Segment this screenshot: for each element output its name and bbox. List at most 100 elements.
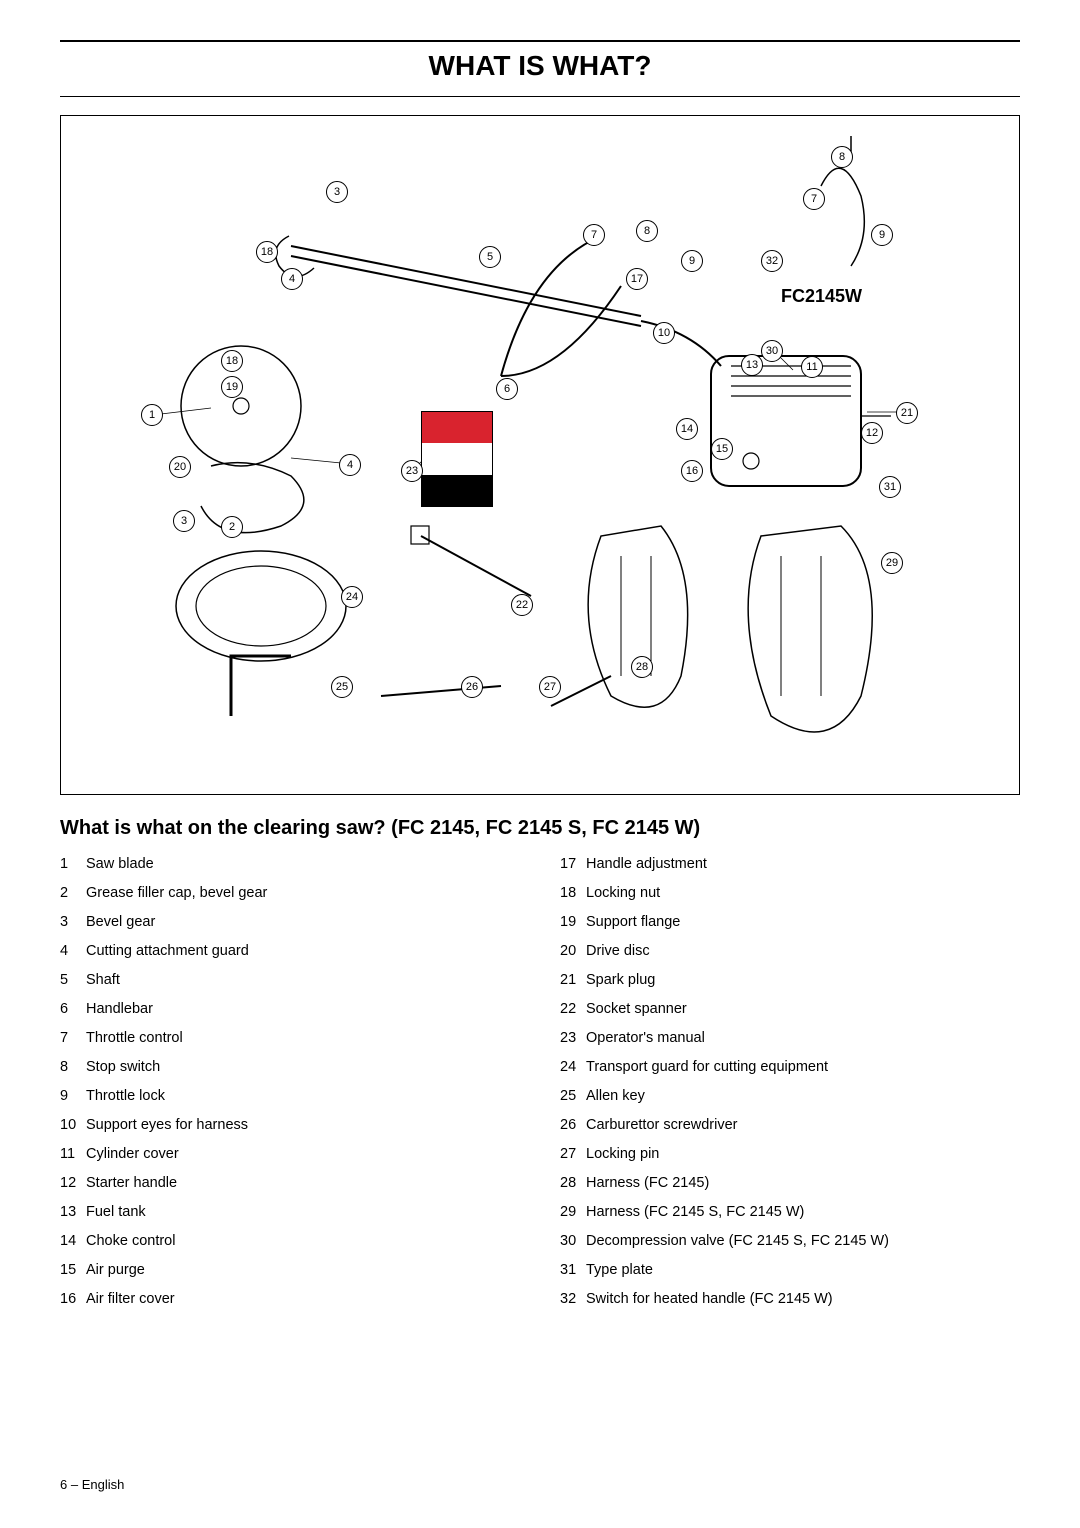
legend-label: Operator's manual [586, 1030, 1020, 1046]
callout-bubble: 32 [761, 250, 783, 272]
legend-row: 23Operator's manual [560, 1030, 1020, 1046]
legend-row: 1Saw blade [60, 856, 520, 872]
legend-row: 28Harness (FC 2145) [560, 1175, 1020, 1191]
top-rule [60, 40, 1020, 42]
legend-row: 18Locking nut [560, 885, 1020, 901]
legend-row: 20Drive disc [560, 943, 1020, 959]
callout-bubble: 14 [676, 418, 698, 440]
legend-num: 18 [560, 885, 586, 901]
legend-num: 29 [560, 1204, 586, 1220]
page-footer: 6 – English [60, 1477, 124, 1492]
callout-bubble: 5 [479, 246, 501, 268]
legend-row: 5Shaft [60, 972, 520, 988]
legend-num: 16 [60, 1291, 86, 1307]
legend-row: 24Transport guard for cutting equipment [560, 1059, 1020, 1075]
callout-bubble: 9 [871, 224, 893, 246]
legend-label: Locking nut [586, 885, 1020, 901]
callout-bubble: 4 [281, 268, 303, 290]
callout-bubble: 1 [141, 404, 163, 426]
legend-label: Handle adjustment [586, 856, 1020, 872]
callout-bubble: 8 [831, 146, 853, 168]
legend-label: Decompression valve (FC 2145 S, FC 2145 … [586, 1233, 1020, 1249]
legend-col-right: 17Handle adjustment18Locking nut19Suppor… [560, 856, 1020, 1320]
legend-label: Handlebar [86, 1001, 520, 1017]
callout-bubble: 15 [711, 438, 733, 460]
callout-bubble: 17 [626, 268, 648, 290]
legend-label: Harness (FC 2145) [586, 1175, 1020, 1191]
legend-num: 5 [60, 972, 86, 988]
callout-bubble: 26 [461, 676, 483, 698]
operators-manual-icon [421, 411, 493, 507]
legend-row: 21Spark plug [560, 972, 1020, 988]
legend-row: 16Air filter cover [60, 1291, 520, 1307]
legend-label: Spark plug [586, 972, 1020, 988]
legend-row: 7Throttle control [60, 1030, 520, 1046]
legend-label: Socket spanner [586, 1001, 1020, 1017]
legend-num: 24 [560, 1059, 586, 1075]
legend-num: 12 [60, 1175, 86, 1191]
diagram-frame: FC2145W 83778918593241710301813111961211… [60, 115, 1020, 795]
legend-col-left: 1Saw blade2Grease filler cap, bevel gear… [60, 856, 520, 1320]
footer-sep: – [67, 1477, 81, 1492]
legend-row: 32Switch for heated handle (FC 2145 W) [560, 1291, 1020, 1307]
page-title: WHAT IS WHAT? [60, 50, 1020, 82]
callout-bubble: 28 [631, 656, 653, 678]
legend-label: Saw blade [86, 856, 520, 872]
callout-bubble: 8 [636, 220, 658, 242]
legend-num: 17 [560, 856, 586, 872]
callout-bubble: 25 [331, 676, 353, 698]
callout-bubble: 13 [741, 354, 763, 376]
legend-num: 8 [60, 1059, 86, 1075]
legend-num: 3 [60, 914, 86, 930]
legend-label: Type plate [586, 1262, 1020, 1278]
legend-label: Stop switch [86, 1059, 520, 1075]
legend-num: 28 [560, 1175, 586, 1191]
legend-num: 20 [560, 943, 586, 959]
callout-bubble: 20 [169, 456, 191, 478]
legend-label: Starter handle [86, 1175, 520, 1191]
legend-label: Harness (FC 2145 S, FC 2145 W) [586, 1204, 1020, 1220]
legend-row: 17Handle adjustment [560, 856, 1020, 872]
callout-bubble: 6 [496, 378, 518, 400]
legend-num: 13 [60, 1204, 86, 1220]
legend-label: Fuel tank [86, 1204, 520, 1220]
legend-label: Throttle lock [86, 1088, 520, 1104]
legend-label: Throttle control [86, 1030, 520, 1046]
legend-label: Switch for heated handle (FC 2145 W) [586, 1291, 1020, 1307]
legend-num: 14 [60, 1233, 86, 1249]
callout-bubble: 21 [896, 402, 918, 424]
legend-num: 7 [60, 1030, 86, 1046]
legend-label: Support eyes for harness [86, 1117, 520, 1133]
callout-bubble: 31 [879, 476, 901, 498]
legend-num: 15 [60, 1262, 86, 1278]
callout-bubble: 11 [801, 356, 823, 378]
legend-num: 31 [560, 1262, 586, 1278]
legend-num: 6 [60, 1001, 86, 1017]
legend-row: 27Locking pin [560, 1146, 1020, 1162]
legend-row: 31Type plate [560, 1262, 1020, 1278]
legend-num: 26 [560, 1117, 586, 1133]
callout-bubble: 18 [221, 350, 243, 372]
legend-label: Air purge [86, 1262, 520, 1278]
legend-label: Shaft [86, 972, 520, 988]
legend-label: Carburettor screwdriver [586, 1117, 1020, 1133]
legend-num: 30 [560, 1233, 586, 1249]
callout-bubble: 19 [221, 376, 243, 398]
legend-label: Transport guard for cutting equipment [586, 1059, 1020, 1075]
legend-num: 32 [560, 1291, 586, 1307]
legend-row: 30Decompression valve (FC 2145 S, FC 214… [560, 1233, 1020, 1249]
legend-row: 3Bevel gear [60, 914, 520, 930]
legend-row: 15Air purge [60, 1262, 520, 1278]
callout-bubble: 27 [539, 676, 561, 698]
legend-row: 26Carburettor screwdriver [560, 1117, 1020, 1133]
footer-lang: English [82, 1477, 125, 1492]
model-label: FC2145W [781, 286, 862, 307]
legend-num: 22 [560, 1001, 586, 1017]
legend-row: 4Cutting attachment guard [60, 943, 520, 959]
callout-bubble: 16 [681, 460, 703, 482]
legend-num: 19 [560, 914, 586, 930]
legend-label: Choke control [86, 1233, 520, 1249]
legend-row: 13Fuel tank [60, 1204, 520, 1220]
callout-bubble: 22 [511, 594, 533, 616]
title-underline [60, 96, 1020, 97]
